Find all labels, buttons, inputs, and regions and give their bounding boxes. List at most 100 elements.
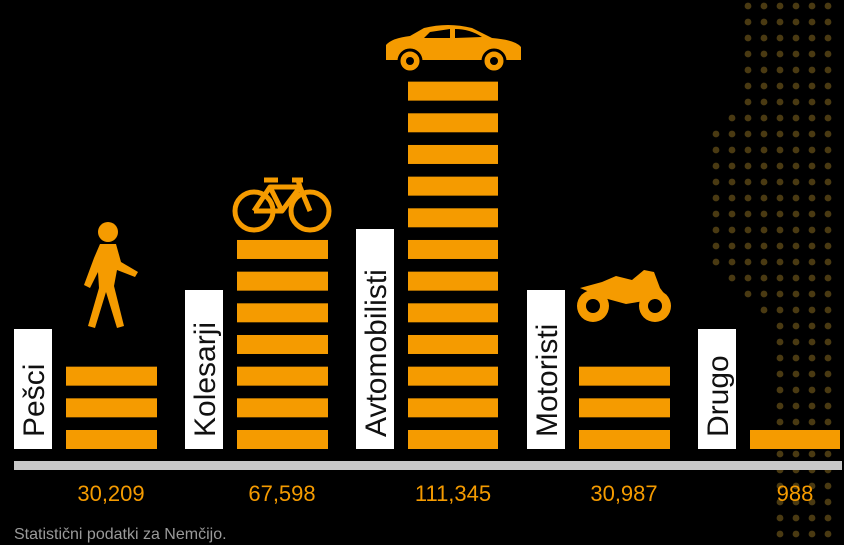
decor-dot bbox=[776, 50, 784, 58]
bar-2 bbox=[237, 239, 328, 449]
decor-dot bbox=[824, 370, 832, 378]
bar-segment bbox=[237, 271, 328, 291]
decor-dot bbox=[744, 66, 752, 74]
decor-dot bbox=[824, 50, 832, 58]
decor-dot bbox=[792, 162, 800, 170]
decor-dot bbox=[744, 114, 752, 122]
decor-dot bbox=[824, 482, 832, 490]
decor-dot bbox=[808, 418, 816, 426]
decor-dot bbox=[824, 450, 832, 458]
decor-dot bbox=[744, 2, 752, 10]
decor-dot bbox=[728, 146, 736, 154]
decor-dot bbox=[776, 258, 784, 266]
decor-dot bbox=[808, 178, 816, 186]
bar-segment bbox=[408, 398, 498, 418]
bar-segment bbox=[408, 239, 498, 259]
bar-segment bbox=[408, 271, 498, 291]
decor-dot bbox=[792, 370, 800, 378]
motorcycle-icon bbox=[577, 270, 671, 322]
decor-dot bbox=[792, 146, 800, 154]
decor-dot bbox=[792, 482, 800, 490]
value-labels: 30,209 67,598 111,345 30,987 988 bbox=[77, 481, 813, 506]
decor-dot bbox=[776, 386, 784, 394]
decor-dot bbox=[760, 130, 768, 138]
value-label-5: 988 bbox=[777, 481, 814, 506]
decor-dot bbox=[824, 98, 832, 106]
bar-segment bbox=[66, 398, 157, 418]
x-axis-line bbox=[14, 461, 842, 470]
value-label-2: 67,598 bbox=[248, 481, 315, 506]
decor-dot bbox=[760, 34, 768, 42]
decor-dot bbox=[792, 258, 800, 266]
decor-dot bbox=[824, 306, 832, 314]
decor-dot bbox=[792, 194, 800, 202]
decorative-dot-pattern bbox=[712, 2, 832, 538]
decor-dot bbox=[792, 386, 800, 394]
decor-dot bbox=[776, 66, 784, 74]
decor-dot bbox=[744, 34, 752, 42]
value-label-4: 30,987 bbox=[590, 481, 657, 506]
decor-dot bbox=[760, 210, 768, 218]
decor-dot bbox=[792, 514, 800, 522]
decor-dot bbox=[744, 82, 752, 90]
decor-dot bbox=[760, 66, 768, 74]
decor-dot bbox=[792, 18, 800, 26]
decor-dot bbox=[808, 130, 816, 138]
bar-segment bbox=[408, 113, 498, 133]
decor-dot bbox=[808, 34, 816, 42]
decor-dot bbox=[808, 370, 816, 378]
decor-dot bbox=[792, 178, 800, 186]
decor-dot bbox=[792, 114, 800, 122]
decor-dot bbox=[744, 242, 752, 250]
bar-segment bbox=[237, 398, 328, 418]
decor-dot bbox=[824, 498, 832, 506]
decor-dot bbox=[824, 66, 832, 74]
decor-dot bbox=[808, 50, 816, 58]
decor-dot bbox=[744, 210, 752, 218]
decor-dot bbox=[776, 370, 784, 378]
decor-dot bbox=[808, 402, 816, 410]
decor-dot bbox=[808, 290, 816, 298]
decor-dot bbox=[808, 18, 816, 26]
decor-dot bbox=[792, 242, 800, 250]
decor-dot bbox=[792, 418, 800, 426]
decor-dot bbox=[760, 2, 768, 10]
category-label-text: Pešci bbox=[18, 364, 51, 437]
decor-dot bbox=[824, 210, 832, 218]
decor-dot bbox=[776, 514, 784, 522]
category-label-text: Avtomobilisti bbox=[360, 269, 393, 437]
bar-3 bbox=[408, 81, 498, 449]
decor-dot bbox=[824, 402, 832, 410]
bar-segment bbox=[408, 208, 498, 228]
bar-segment bbox=[408, 144, 498, 164]
decor-dot bbox=[792, 226, 800, 234]
decor-dot bbox=[760, 274, 768, 282]
decor-dot bbox=[808, 386, 816, 394]
decor-dot bbox=[792, 130, 800, 138]
decor-dot bbox=[760, 226, 768, 234]
decor-dot bbox=[792, 66, 800, 74]
bicycle-icon bbox=[232, 177, 332, 233]
category-label-3: Avtomobilisti bbox=[356, 229, 394, 449]
decor-dot bbox=[792, 530, 800, 538]
decor-dot bbox=[792, 290, 800, 298]
decor-dot bbox=[712, 242, 720, 250]
decor-dot bbox=[824, 386, 832, 394]
decor-dot bbox=[712, 130, 720, 138]
decor-dot bbox=[776, 306, 784, 314]
category-label-text: Kolesarji bbox=[189, 322, 222, 437]
decor-dot bbox=[824, 18, 832, 26]
decor-dot bbox=[728, 114, 736, 122]
decor-dot bbox=[808, 338, 816, 346]
decor-dot bbox=[776, 482, 784, 490]
decor-dot bbox=[760, 82, 768, 90]
category-label-2: Kolesarji bbox=[185, 290, 223, 449]
decor-dot bbox=[792, 338, 800, 346]
decor-dot bbox=[808, 194, 816, 202]
category-label-box bbox=[185, 290, 223, 449]
category-label-box bbox=[356, 229, 394, 449]
bar-segment bbox=[750, 430, 840, 449]
category-label-box bbox=[14, 329, 52, 449]
bar-segment bbox=[408, 176, 498, 196]
